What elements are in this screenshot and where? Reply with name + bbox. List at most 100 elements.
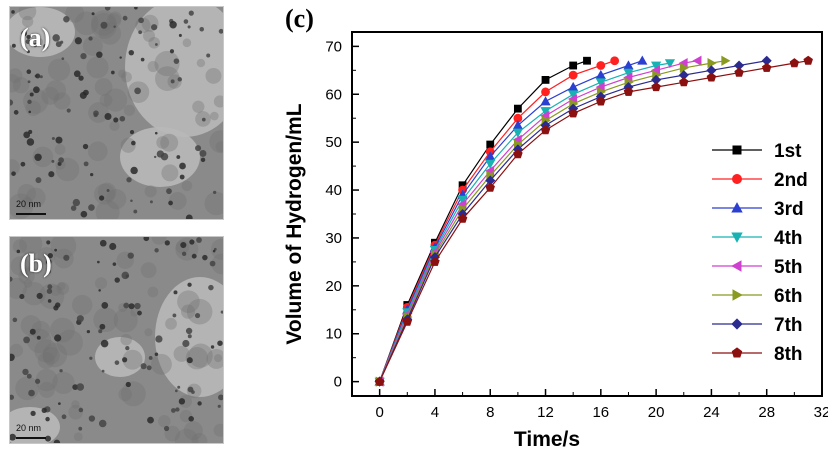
tem-nanoparticle: [138, 30, 143, 35]
tem-nanoparticle: [130, 166, 138, 175]
tem-support-grain: [21, 15, 34, 28]
tem-image-b: (b) 20 nm: [9, 236, 224, 444]
tem-support-grain: [10, 343, 24, 358]
tem-bright-region: [125, 7, 223, 137]
tem-texture-b: [10, 237, 223, 443]
tem-nanoparticle: [200, 157, 206, 163]
tem-support-grain: [130, 308, 139, 317]
tem-nanoparticle: [99, 323, 106, 330]
tem-nanoparticle: [46, 288, 53, 294]
tem-nanoparticle: [183, 19, 189, 24]
tem-support-grain: [20, 197, 34, 210]
tem-nanoparticle: [177, 385, 181, 389]
series-7th: [374, 55, 772, 387]
tem-nanoparticle: [90, 173, 94, 177]
legend-label: 5th: [774, 257, 803, 278]
tem-support-grain: [120, 381, 146, 407]
tem-support-grain: [37, 352, 55, 370]
tem-nanoparticle: [78, 426, 83, 431]
tem-bright-region: [95, 337, 145, 377]
tem-support-grain: [147, 61, 159, 73]
tem-nanoparticle: [206, 53, 211, 58]
tem-nanoparticle: [199, 150, 207, 157]
tem-nanoparticle: [112, 262, 117, 266]
tem-nanoparticle: [104, 112, 112, 121]
tem-nanoparticle: [43, 43, 49, 49]
tem-nanoparticle: [97, 260, 100, 264]
tem-support-grain: [191, 433, 208, 443]
tem-support-grain: [74, 11, 99, 36]
tem-nanoparticle: [29, 92, 34, 97]
series-5th: [374, 55, 702, 387]
tem-nanoparticle: [46, 240, 51, 245]
tem-nanoparticle: [98, 289, 101, 292]
tem-support-grain: [118, 69, 127, 78]
tem-nanoparticle: [11, 43, 16, 48]
tem-nanoparticle: [98, 195, 105, 201]
tem-nanoparticle: [25, 39, 31, 45]
tem-nanoparticle: [140, 57, 145, 62]
tem-support-grain: [42, 342, 68, 368]
tem-support-grain: [120, 333, 132, 346]
tem-nanoparticle: [188, 10, 194, 16]
tem-nanoparticle: [173, 290, 178, 295]
tem-support-grain: [173, 345, 190, 362]
data-point: [679, 77, 689, 87]
legend-label: 3rd: [774, 199, 804, 220]
tem-support-grain: [156, 136, 170, 149]
x-tick-label: 0: [375, 404, 383, 421]
tem-nanoparticle: [154, 43, 158, 46]
data-point: [731, 202, 743, 213]
tem-support-grain: [54, 144, 66, 155]
tem-nanoparticle: [47, 269, 51, 274]
tem-nanoparticle: [10, 433, 16, 441]
tem-nanoparticle: [109, 242, 117, 251]
tem-nanoparticle: [168, 200, 173, 206]
tem-nanoparticle: [197, 401, 202, 406]
tem-nanoparticle: [153, 155, 157, 159]
tem-support-grain: [154, 50, 180, 77]
y-tick-label: 30: [325, 230, 342, 247]
legend-item-2nd: 2nd: [712, 170, 808, 191]
tem-support-grain: [151, 353, 172, 375]
data-point: [789, 58, 800, 68]
tem-nanoparticle: [182, 339, 190, 348]
tem-support-grain: [55, 157, 80, 182]
y-axis-label: Volume of Hydrogen/mL: [283, 103, 306, 344]
legend-label: 7th: [774, 315, 803, 336]
data-point: [761, 62, 772, 72]
tem-nanoparticle: [187, 386, 194, 393]
tem-nanoparticle: [213, 190, 217, 194]
tem-nanoparticle: [26, 34, 31, 40]
tem-support-grain: [10, 193, 34, 219]
tem-nanoparticle: [154, 352, 159, 357]
tem-nanoparticle: [10, 276, 13, 282]
tem-nanoparticle: [169, 21, 177, 29]
tem-nanoparticle: [179, 162, 186, 170]
x-tick-label: 28: [758, 404, 775, 421]
data-point: [596, 61, 606, 70]
data-point: [569, 61, 578, 70]
data-point: [513, 149, 523, 159]
tem-nanoparticle: [53, 439, 61, 443]
tem-nanoparticle: [86, 329, 91, 334]
panel-label-b: (b): [20, 249, 52, 278]
tem-nanoparticle: [63, 254, 70, 261]
series-line: [379, 60, 615, 382]
tem-nanoparticle: [61, 414, 67, 420]
tem-support-grain: [53, 92, 71, 110]
data-point: [402, 316, 413, 326]
tem-nanoparticle: [175, 407, 180, 412]
series-6th: [375, 55, 731, 387]
data-point: [721, 55, 731, 66]
tem-nanoparticle: [20, 161, 26, 167]
data-point: [803, 55, 813, 65]
tem-nanoparticle: [140, 363, 147, 370]
tem-nanoparticle: [151, 24, 158, 31]
tem-nanoparticle: [29, 328, 36, 335]
tem-support-grain: [147, 286, 159, 298]
data-point: [651, 82, 661, 92]
series-line: [379, 62, 671, 382]
tem-nanoparticle: [212, 249, 216, 253]
tem-nanoparticle: [98, 419, 107, 428]
